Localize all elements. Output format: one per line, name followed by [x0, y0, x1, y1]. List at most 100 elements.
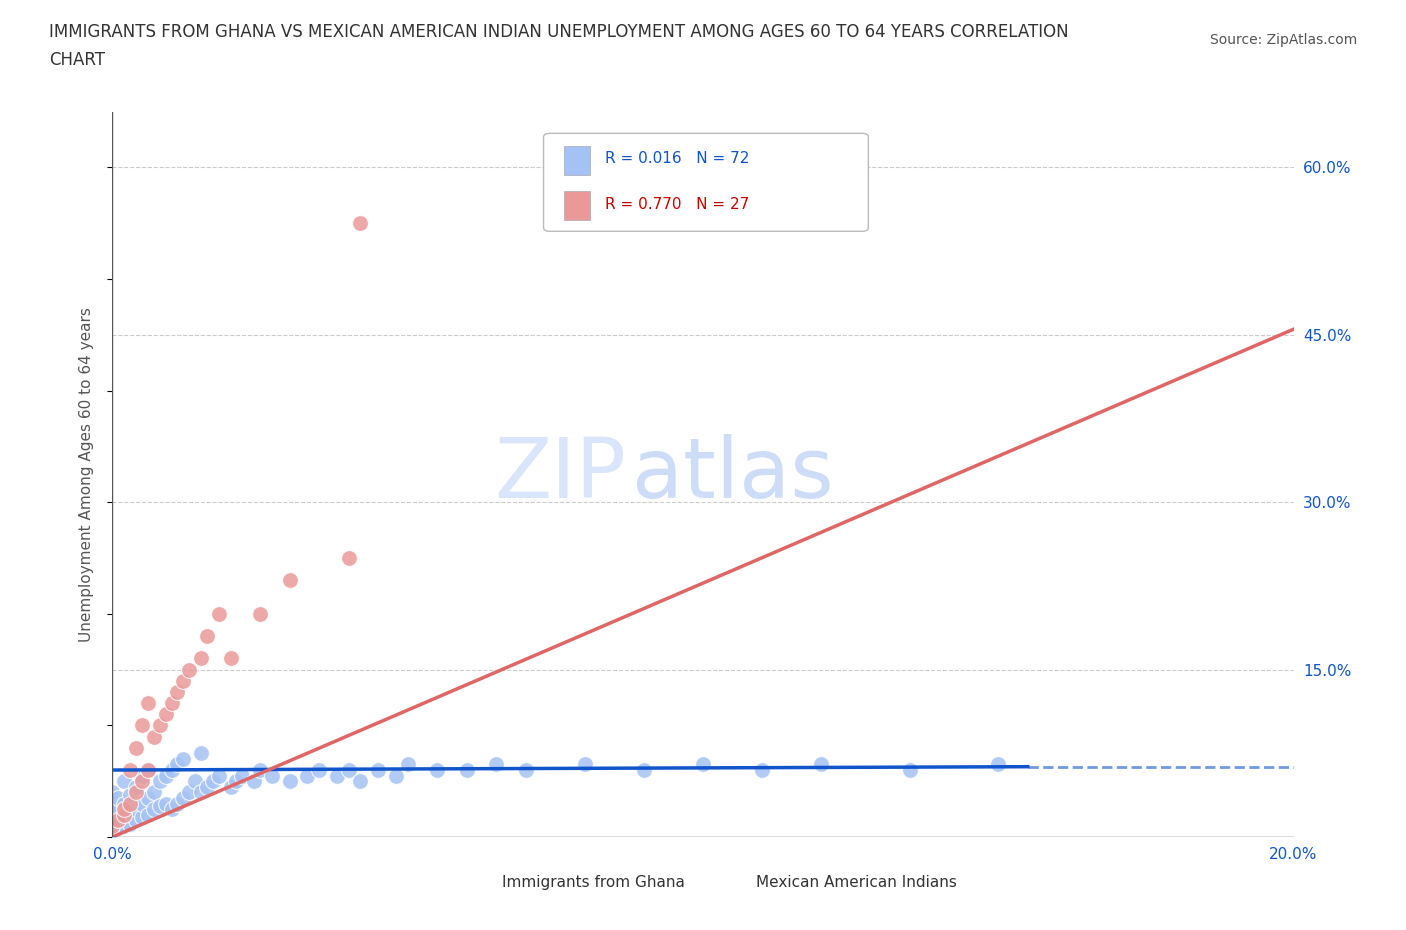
Point [297, 768, 319, 783]
Point [136, 763, 159, 777]
Point [172, 790, 194, 805]
Text: R = 0.016   N = 72: R = 0.016 N = 72 [605, 152, 749, 166]
Point [179, 662, 201, 677]
FancyBboxPatch shape [544, 133, 869, 232]
Point [131, 774, 153, 789]
Point [131, 718, 153, 733]
Point [208, 606, 231, 621]
Point [101, 796, 124, 811]
Point [112, 807, 135, 822]
Point [112, 802, 135, 817]
Point [149, 798, 172, 813]
Point [120, 817, 142, 831]
Point [125, 779, 148, 794]
Point [155, 707, 177, 722]
Point [120, 805, 142, 820]
Bar [564, 146, 589, 175]
Bar [461, 873, 494, 895]
Point [120, 796, 142, 811]
Point [249, 606, 271, 621]
Point [120, 787, 142, 802]
Point [107, 813, 129, 828]
Point [249, 763, 271, 777]
Point [160, 696, 183, 711]
Point [136, 763, 159, 777]
Point [337, 763, 360, 777]
Point [166, 757, 188, 772]
Point [396, 757, 419, 772]
Point [278, 573, 301, 588]
Point [149, 774, 172, 789]
Text: CHART: CHART [49, 51, 105, 69]
Point [243, 774, 266, 789]
Point [142, 802, 165, 817]
Point [136, 807, 159, 822]
Point [195, 629, 218, 644]
Point [225, 774, 247, 789]
Point [190, 785, 212, 800]
Point [172, 673, 194, 688]
Point [201, 774, 224, 789]
Point [101, 818, 124, 833]
Point [485, 757, 508, 772]
Y-axis label: Unemployment Among Ages 60 to 64 years: Unemployment Among Ages 60 to 64 years [79, 307, 94, 642]
Point [898, 763, 921, 777]
Text: Mexican American Indians: Mexican American Indians [756, 875, 957, 890]
Point [367, 763, 389, 777]
Point [101, 802, 124, 817]
Point [125, 813, 148, 828]
Point [136, 696, 159, 711]
Point [120, 763, 142, 777]
Point [125, 802, 148, 817]
Point [515, 763, 537, 777]
Point [172, 751, 194, 766]
Point [166, 684, 188, 699]
Point [633, 763, 655, 777]
Point [349, 774, 371, 789]
Point [142, 729, 165, 744]
Point [107, 813, 129, 828]
Point [426, 763, 449, 777]
Point [112, 774, 135, 789]
Point [308, 763, 330, 777]
Point [125, 740, 148, 755]
Point [231, 768, 253, 783]
Point [751, 763, 773, 777]
Point [160, 802, 183, 817]
Point [107, 820, 129, 835]
Point [190, 651, 212, 666]
Point [142, 785, 165, 800]
Point [131, 809, 153, 824]
Point [337, 551, 360, 565]
Point [101, 785, 124, 800]
Text: IMMIGRANTS FROM GHANA VS MEXICAN AMERICAN INDIAN UNEMPLOYMENT AMONG AGES 60 TO 6: IMMIGRANTS FROM GHANA VS MEXICAN AMERICA… [49, 23, 1069, 41]
Bar [564, 192, 589, 220]
Point [101, 818, 124, 833]
Point [278, 774, 301, 789]
Point [112, 818, 135, 833]
Point [208, 768, 231, 783]
Text: Source: ZipAtlas.com: Source: ZipAtlas.com [1209, 33, 1357, 46]
Text: R = 0.770   N = 27: R = 0.770 N = 27 [605, 196, 749, 212]
Text: Immigrants from Ghana: Immigrants from Ghana [502, 875, 685, 890]
Point [326, 768, 349, 783]
Point [136, 790, 159, 805]
Point [155, 796, 177, 811]
Point [195, 779, 218, 794]
Point [692, 757, 714, 772]
Point [112, 807, 135, 822]
Point [179, 785, 201, 800]
Point [101, 824, 124, 839]
Point [385, 768, 408, 783]
Text: ZIP: ZIP [495, 433, 626, 515]
Point [131, 768, 153, 783]
Point [456, 763, 478, 777]
Point [155, 768, 177, 783]
Point [131, 796, 153, 811]
Bar [714, 873, 748, 895]
Point [219, 779, 242, 794]
Point [112, 796, 135, 811]
Point [184, 774, 207, 789]
Point [574, 757, 596, 772]
Point [810, 757, 832, 772]
